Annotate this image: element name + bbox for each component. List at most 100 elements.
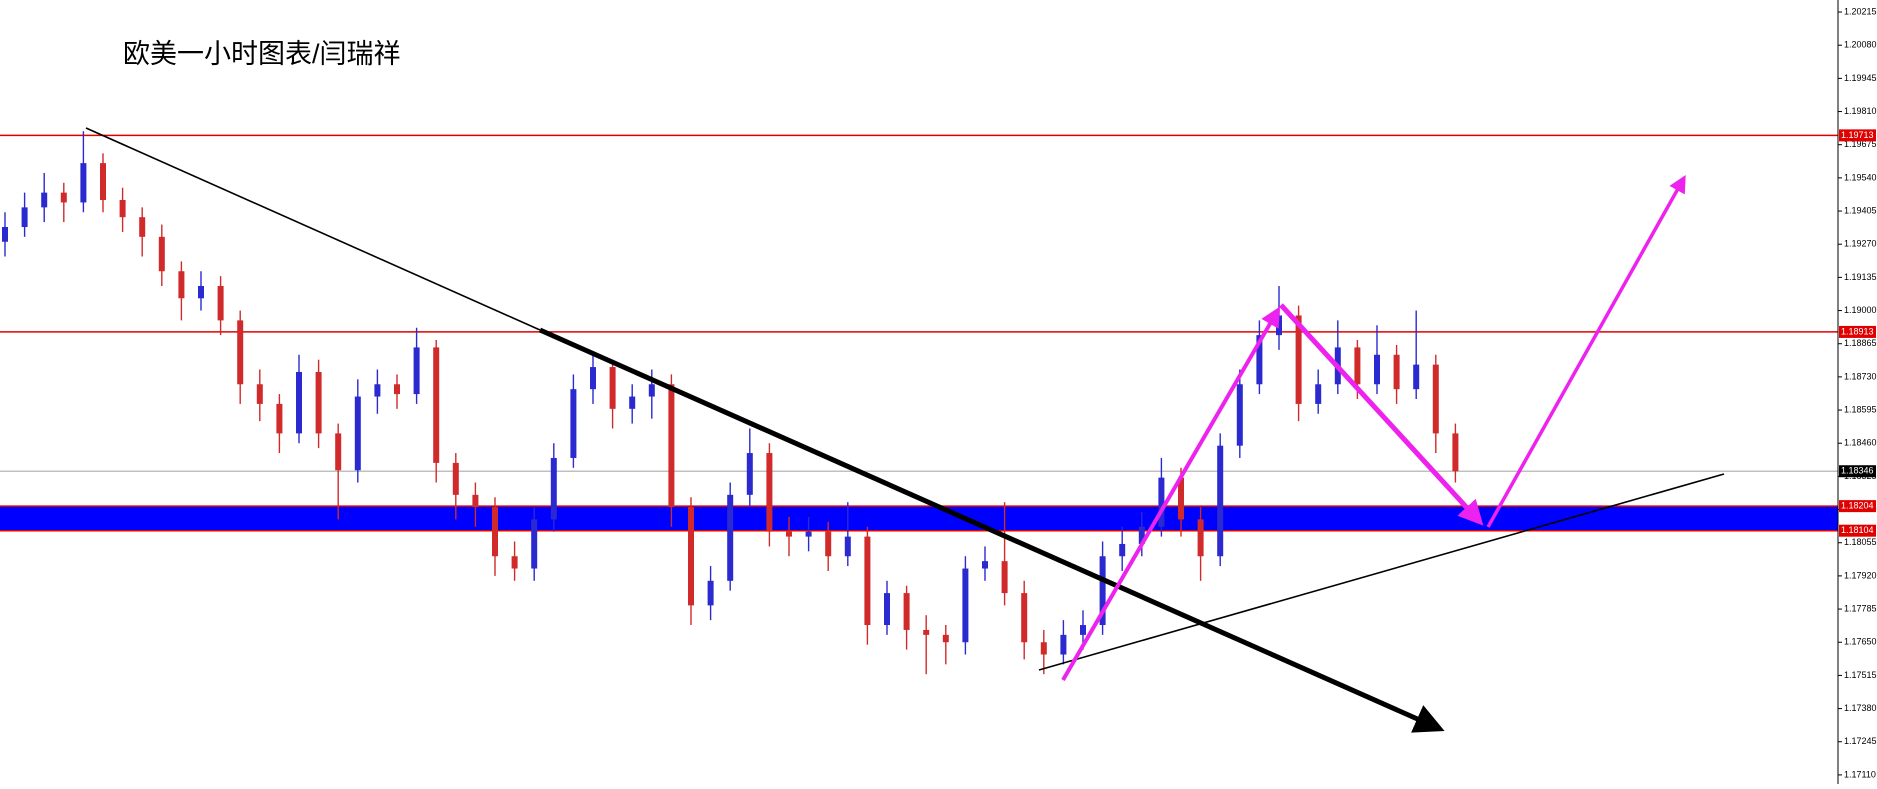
bar-body xyxy=(198,285,204,299)
bar-body xyxy=(1060,634,1067,655)
bar-body xyxy=(1413,364,1420,390)
y-tick-label: 1.17380 xyxy=(1844,703,1877,713)
y-tick-label: 1.19000 xyxy=(1844,305,1877,315)
bar-body xyxy=(60,192,67,203)
y-tick-label: 1.17110 xyxy=(1844,769,1876,779)
bar-body xyxy=(884,593,890,626)
y-tick-label: 1.19810 xyxy=(1844,106,1877,116)
level-label: 1.18104 xyxy=(1841,525,1874,535)
bar-body xyxy=(786,531,792,537)
bar-body xyxy=(746,453,753,495)
bar-body xyxy=(550,457,557,520)
bar-body xyxy=(1001,561,1008,594)
bar-body xyxy=(844,536,851,557)
y-tick-label: 1.17245 xyxy=(1844,736,1877,746)
bar-body xyxy=(413,347,420,395)
trend-arrow xyxy=(538,327,1445,733)
bar-body xyxy=(1315,384,1322,404)
bar-body xyxy=(1393,354,1400,390)
bar-body xyxy=(256,384,263,404)
bar-body xyxy=(825,531,832,557)
y-tick-label: 1.19540 xyxy=(1844,172,1877,182)
bar-body xyxy=(472,494,479,508)
bars-layer xyxy=(2,131,1459,675)
price-axis: 1.20215 1.20080 1.19945 1.19810 1.19675 1.195… xyxy=(1837,0,1877,784)
bar-body xyxy=(511,556,518,569)
axis-background xyxy=(1838,0,1877,784)
bar-body xyxy=(2,227,8,242)
bar-body xyxy=(492,507,498,557)
bar-body xyxy=(688,507,694,606)
bar-body xyxy=(648,384,655,397)
bar-body xyxy=(962,568,969,643)
bar-body xyxy=(1119,543,1126,557)
y-tick-label: 1.19675 xyxy=(1844,139,1877,149)
y-tick-label: 1.20080 xyxy=(1844,40,1877,50)
bar-body xyxy=(394,384,400,395)
level-label: 1.18204 xyxy=(1841,500,1874,510)
down-arrow xyxy=(1279,303,1484,526)
bar-body xyxy=(668,384,675,508)
y-tick-label: 1.19405 xyxy=(1844,205,1877,215)
bar-body xyxy=(629,396,636,409)
bar-body xyxy=(1354,347,1361,385)
bar-body xyxy=(158,236,165,272)
bar-body xyxy=(727,494,734,581)
y-tick-label: 1.20215 xyxy=(1844,6,1877,16)
bar-body xyxy=(315,371,322,434)
bar-body xyxy=(1236,384,1243,446)
bar-body xyxy=(1158,477,1165,527)
level-tag xyxy=(1839,325,1876,338)
bar-body xyxy=(237,320,244,385)
y-tick-label: 1.18730 xyxy=(1844,371,1877,381)
y-tick-label: 1.17920 xyxy=(1844,570,1877,580)
bar-body xyxy=(609,367,616,409)
bar-body xyxy=(805,531,812,537)
bar-body xyxy=(1276,315,1282,336)
bar-body xyxy=(276,403,283,434)
y-tick-label: 1.19135 xyxy=(1844,272,1877,282)
bar-body xyxy=(452,462,459,495)
level-tag xyxy=(1839,500,1876,513)
target-arrow xyxy=(1486,174,1686,528)
bar-body xyxy=(1295,315,1302,404)
support-band xyxy=(0,506,1838,531)
bar-body xyxy=(1197,519,1204,557)
bar-body xyxy=(903,593,910,630)
bar-body xyxy=(139,217,146,237)
bar-body xyxy=(864,536,871,626)
level-label: 1.18913 xyxy=(1841,326,1874,336)
bar-body xyxy=(1138,526,1145,544)
bar-body xyxy=(1432,364,1439,434)
level-tag xyxy=(1839,465,1876,478)
bar-body xyxy=(354,396,361,471)
bar-body xyxy=(119,199,126,218)
back-layer xyxy=(0,134,1838,532)
bar-body xyxy=(766,453,773,532)
y-tick-label: 1.19270 xyxy=(1844,239,1877,249)
bar-body xyxy=(590,367,596,390)
bar-body xyxy=(296,371,302,434)
y-tick-label: 1.17650 xyxy=(1844,637,1877,647)
level-label: 1.19713 xyxy=(1841,130,1874,140)
bar-body xyxy=(707,580,714,606)
bar-body xyxy=(21,207,28,228)
bar-body xyxy=(1040,642,1047,655)
bar-body xyxy=(217,285,224,321)
bar-body xyxy=(1178,477,1184,520)
bar-body xyxy=(100,163,106,200)
bar-body xyxy=(942,634,949,643)
bar-body xyxy=(1021,593,1028,643)
bar-body xyxy=(80,163,87,203)
level-label: 1.18346 xyxy=(1841,466,1874,476)
chart-title: 欧美一小时图表/闫瑞祥 xyxy=(123,39,401,69)
trend-line xyxy=(85,127,541,331)
bar-body xyxy=(1099,556,1106,626)
y-tick-label: 1.17785 xyxy=(1844,603,1877,613)
bar-body xyxy=(1080,625,1086,635)
y-tick-label: 1.18460 xyxy=(1844,438,1877,448)
level-tag xyxy=(1839,129,1876,142)
bar-body xyxy=(374,384,381,397)
bar-body xyxy=(433,347,440,463)
